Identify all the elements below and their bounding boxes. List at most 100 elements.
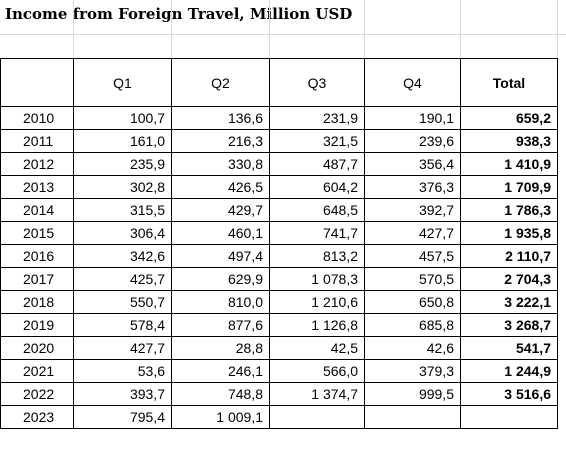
- cell-q3[interactable]: 1 374,7: [269, 382, 365, 406]
- cell-total[interactable]: 1 410,9: [460, 152, 558, 176]
- cell-year[interactable]: 2011: [0, 129, 74, 153]
- cell-q3[interactable]: 813,2: [269, 244, 365, 268]
- cell-q2[interactable]: 426,5: [171, 175, 270, 199]
- cell-q2[interactable]: 810,0: [171, 290, 270, 314]
- cell-q1[interactable]: 235,9: [73, 152, 172, 176]
- cell-q3[interactable]: 604,2: [269, 175, 365, 199]
- cell-q2[interactable]: 748,8: [171, 382, 270, 406]
- cell-year[interactable]: 2022: [0, 382, 74, 406]
- cell-q3[interactable]: 42,5: [269, 336, 365, 360]
- header-cell-corner[interactable]: [0, 58, 74, 107]
- cell-year[interactable]: 2014: [0, 198, 74, 222]
- cell-q2[interactable]: 429,7: [171, 198, 270, 222]
- cell-q1[interactable]: 393,7: [73, 382, 172, 406]
- cell-year[interactable]: 2023: [0, 405, 74, 429]
- header-cell-q3[interactable]: Q3: [269, 58, 365, 107]
- cell-q4[interactable]: [364, 405, 461, 429]
- cell-total[interactable]: 1 935,8: [460, 221, 558, 245]
- cell-total[interactable]: 1 709,9: [460, 175, 558, 199]
- cell-q4[interactable]: 392,7: [364, 198, 461, 222]
- cell-q2[interactable]: 216,3: [171, 129, 270, 153]
- cell-q1[interactable]: 302,8: [73, 175, 172, 199]
- cell-q4[interactable]: 356,4: [364, 152, 461, 176]
- cell-q2[interactable]: 629,9: [171, 267, 270, 291]
- cell-q3[interactable]: 741,7: [269, 221, 365, 245]
- cell-year[interactable]: 2019: [0, 313, 74, 337]
- cell-q2[interactable]: 497,4: [171, 244, 270, 268]
- cell-year[interactable]: 2020: [0, 336, 74, 360]
- cell-q4[interactable]: 239,6: [364, 129, 461, 153]
- cell-q2[interactable]: 877,6: [171, 313, 270, 337]
- cell-q4[interactable]: 427,7: [364, 221, 461, 245]
- grid-line: [269, 0, 270, 58]
- table-row: 2019 578,4 877,6 1 126,8 685,8 3 268,7: [0, 313, 558, 337]
- cell-total[interactable]: 938,3: [460, 129, 558, 153]
- cell-q3[interactable]: 487,7: [269, 152, 365, 176]
- cell-q3[interactable]: 566,0: [269, 359, 365, 383]
- header-cell-q2[interactable]: Q2: [171, 58, 270, 107]
- cell-q2[interactable]: 28,8: [171, 336, 270, 360]
- cell-total[interactable]: 1 786,3: [460, 198, 558, 222]
- cell-year[interactable]: 2013: [0, 175, 74, 199]
- cell-year[interactable]: 2017: [0, 267, 74, 291]
- cell-q1[interactable]: 427,7: [73, 336, 172, 360]
- cell-q4[interactable]: 650,8: [364, 290, 461, 314]
- cell-q1[interactable]: 100,7: [73, 106, 172, 130]
- cell-total[interactable]: 3 516,6: [460, 382, 558, 406]
- cell-total[interactable]: 2 704,3: [460, 267, 558, 291]
- cell-q2[interactable]: 246,1: [171, 359, 270, 383]
- cell-q4[interactable]: 42,6: [364, 336, 461, 360]
- table-row: 2012 235,9 330,8 487,7 356,4 1 410,9: [0, 152, 558, 176]
- cell-q1[interactable]: 795,4: [73, 405, 172, 429]
- cell-q4[interactable]: 685,8: [364, 313, 461, 337]
- cell-year[interactable]: 2012: [0, 152, 74, 176]
- cell-year[interactable]: 2016: [0, 244, 74, 268]
- grid-line: [73, 0, 74, 58]
- cell-q3[interactable]: 321,5: [269, 129, 365, 153]
- cell-q4[interactable]: 570,5: [364, 267, 461, 291]
- cell-q4[interactable]: 376,3: [364, 175, 461, 199]
- cell-year[interactable]: 2018: [0, 290, 74, 314]
- cell-total[interactable]: 2 110,7: [460, 244, 558, 268]
- cell-q3[interactable]: [269, 405, 365, 429]
- cell-q4[interactable]: 190,1: [364, 106, 461, 130]
- cell-total[interactable]: 1 244,9: [460, 359, 558, 383]
- table-row: 2021 53,6 246,1 566,0 379,3 1 244,9: [0, 359, 558, 383]
- cell-year[interactable]: 2021: [0, 359, 74, 383]
- cell-q1[interactable]: 425,7: [73, 267, 172, 291]
- cell-q4[interactable]: 999,5: [364, 382, 461, 406]
- grid-line: [364, 0, 365, 58]
- table-row: 2017 425,7 629,9 1 078,3 570,5 2 704,3: [0, 267, 558, 291]
- cell-q2[interactable]: 460,1: [171, 221, 270, 245]
- cell-total[interactable]: 659,2: [460, 106, 558, 130]
- cell-total[interactable]: 3 222,1: [460, 290, 558, 314]
- cell-total[interactable]: [460, 405, 558, 429]
- cell-q3[interactable]: 1 210,6: [269, 290, 365, 314]
- table-row: 2018 550,7 810,0 1 210,6 650,8 3 222,1: [0, 290, 558, 314]
- cell-q3[interactable]: 231,9: [269, 106, 365, 130]
- cell-q3[interactable]: 648,5: [269, 198, 365, 222]
- cell-q2[interactable]: 1 009,1: [171, 405, 270, 429]
- cell-q2[interactable]: 330,8: [171, 152, 270, 176]
- cell-q1[interactable]: 550,7: [73, 290, 172, 314]
- header-cell-q4[interactable]: Q4: [364, 58, 461, 107]
- cell-q1[interactable]: 342,6: [73, 244, 172, 268]
- cell-year[interactable]: 2015: [0, 221, 74, 245]
- header-cell-total[interactable]: Total: [460, 58, 558, 107]
- cell-q1[interactable]: 578,4: [73, 313, 172, 337]
- cell-q2[interactable]: 136,6: [171, 106, 270, 130]
- header-cell-q1[interactable]: Q1: [73, 58, 172, 107]
- cell-total[interactable]: 3 268,7: [460, 313, 558, 337]
- cell-year[interactable]: 2010: [0, 106, 74, 130]
- cell-q3[interactable]: 1 126,8: [269, 313, 365, 337]
- cell-total[interactable]: 541,7: [460, 336, 558, 360]
- sheet-title: Income from Foreign Travel, Million USD: [5, 5, 353, 23]
- cell-q1[interactable]: 53,6: [73, 359, 172, 383]
- header-row: Q1 Q2 Q3 Q4 Total: [0, 58, 558, 107]
- cell-q1[interactable]: 161,0: [73, 129, 172, 153]
- cell-q1[interactable]: 315,5: [73, 198, 172, 222]
- cell-q4[interactable]: 379,3: [364, 359, 461, 383]
- cell-q3[interactable]: 1 078,3: [269, 267, 365, 291]
- cell-q4[interactable]: 457,5: [364, 244, 461, 268]
- cell-q1[interactable]: 306,4: [73, 221, 172, 245]
